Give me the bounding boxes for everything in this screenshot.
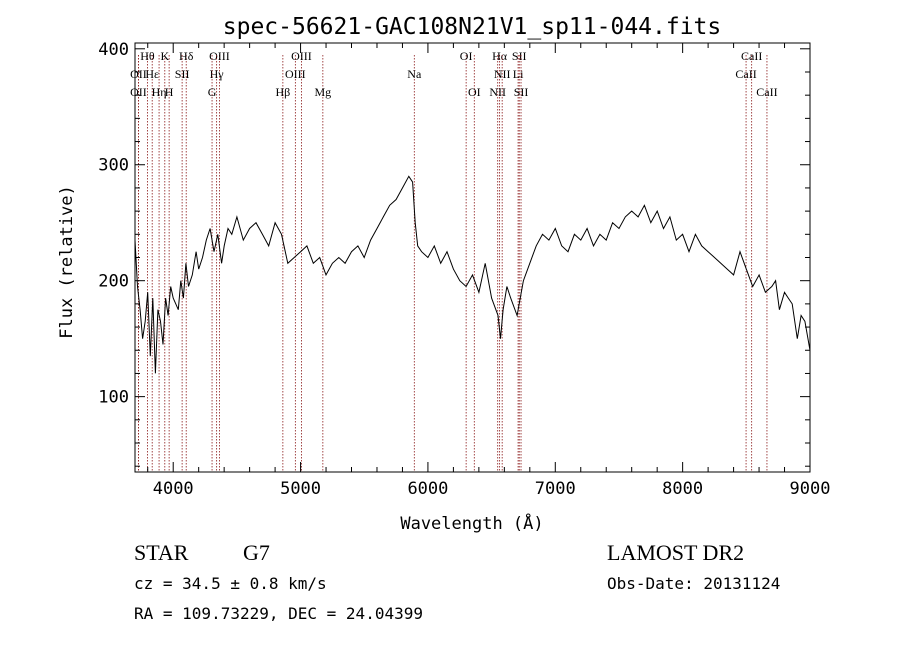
observation-date: Obs-Date: 20131124 <box>607 574 781 593</box>
x-tick-label: 7000 <box>535 479 576 499</box>
line-mark-label: Hθ <box>140 49 155 63</box>
spectrum-series-line <box>134 175 811 374</box>
line-marks: Hθ K Hδ OIII OIII OI Hα SII CaII OII Hε SII Hγ OIII Na… <box>130 49 778 472</box>
line-mark-label: Hβ <box>275 85 290 99</box>
line-mark-label: Hη <box>152 85 167 99</box>
y-tick-label: 200 <box>98 272 129 292</box>
line-mark-label: NII <box>489 85 506 99</box>
line-mark-label: Hε <box>145 67 159 81</box>
line-mark-label: CaII <box>756 85 777 99</box>
line-mark-label: Na <box>407 67 422 81</box>
survey-name: LAMOST DR2 <box>607 540 745 565</box>
redshift-cz: cz = 34.5 ± 0.8 km/s <box>134 574 327 593</box>
line-mark-label: OIII <box>285 67 306 81</box>
line-mark-label: OI <box>460 49 473 63</box>
line-mark-label: CaII <box>735 67 756 81</box>
line-mark-label: OIII <box>291 49 312 63</box>
axis-ticks: 4000 5000 6000 7000 8000 9000 100 200 300 400 <box>98 40 830 499</box>
line-mark-label: OII <box>130 85 147 99</box>
x-axis-label: Wavelength (Å) <box>400 512 543 534</box>
line-mark-label: G <box>208 85 217 99</box>
x-tick-label: 5000 <box>280 479 321 499</box>
line-mark-label: SII <box>514 85 529 99</box>
spectral-subclass: G7 <box>243 540 270 565</box>
y-axis-label: Flux (relative) <box>57 185 77 339</box>
plot-frame <box>134 42 811 473</box>
line-mark-label: OI <box>468 85 481 99</box>
y-tick-label: 100 <box>98 388 129 408</box>
line-mark-label: SII <box>512 49 527 63</box>
line-mark-label: Li <box>513 67 524 81</box>
line-mark-label: CaII <box>741 49 762 63</box>
y-tick-label: 300 <box>98 156 129 176</box>
line-mark-label: Mg <box>315 85 332 99</box>
line-mark-label: Hδ <box>179 49 194 63</box>
x-tick-label: 6000 <box>407 479 448 499</box>
ra-dec-coordinates: RA = 109.73229, DEC = 24.04399 <box>134 604 423 623</box>
line-mark-label: SII <box>175 67 190 81</box>
y-tick-label: 400 <box>98 40 129 60</box>
object-class: STAR <box>134 540 189 565</box>
chart-title: spec-56621-GAC108N21V1_sp11-044.fits <box>223 14 722 40</box>
x-tick-label: 8000 <box>662 479 703 499</box>
line-mark-label: H <box>165 85 174 99</box>
line-mark-label: NII <box>494 67 511 81</box>
line-mark-label: K <box>160 49 169 63</box>
x-tick-label: 4000 <box>153 479 194 499</box>
line-mark-label: Hγ <box>210 67 225 81</box>
line-mark-label: OIII <box>209 49 230 63</box>
x-tick-label: 9000 <box>790 479 831 499</box>
line-mark-label: Hα <box>492 49 508 63</box>
